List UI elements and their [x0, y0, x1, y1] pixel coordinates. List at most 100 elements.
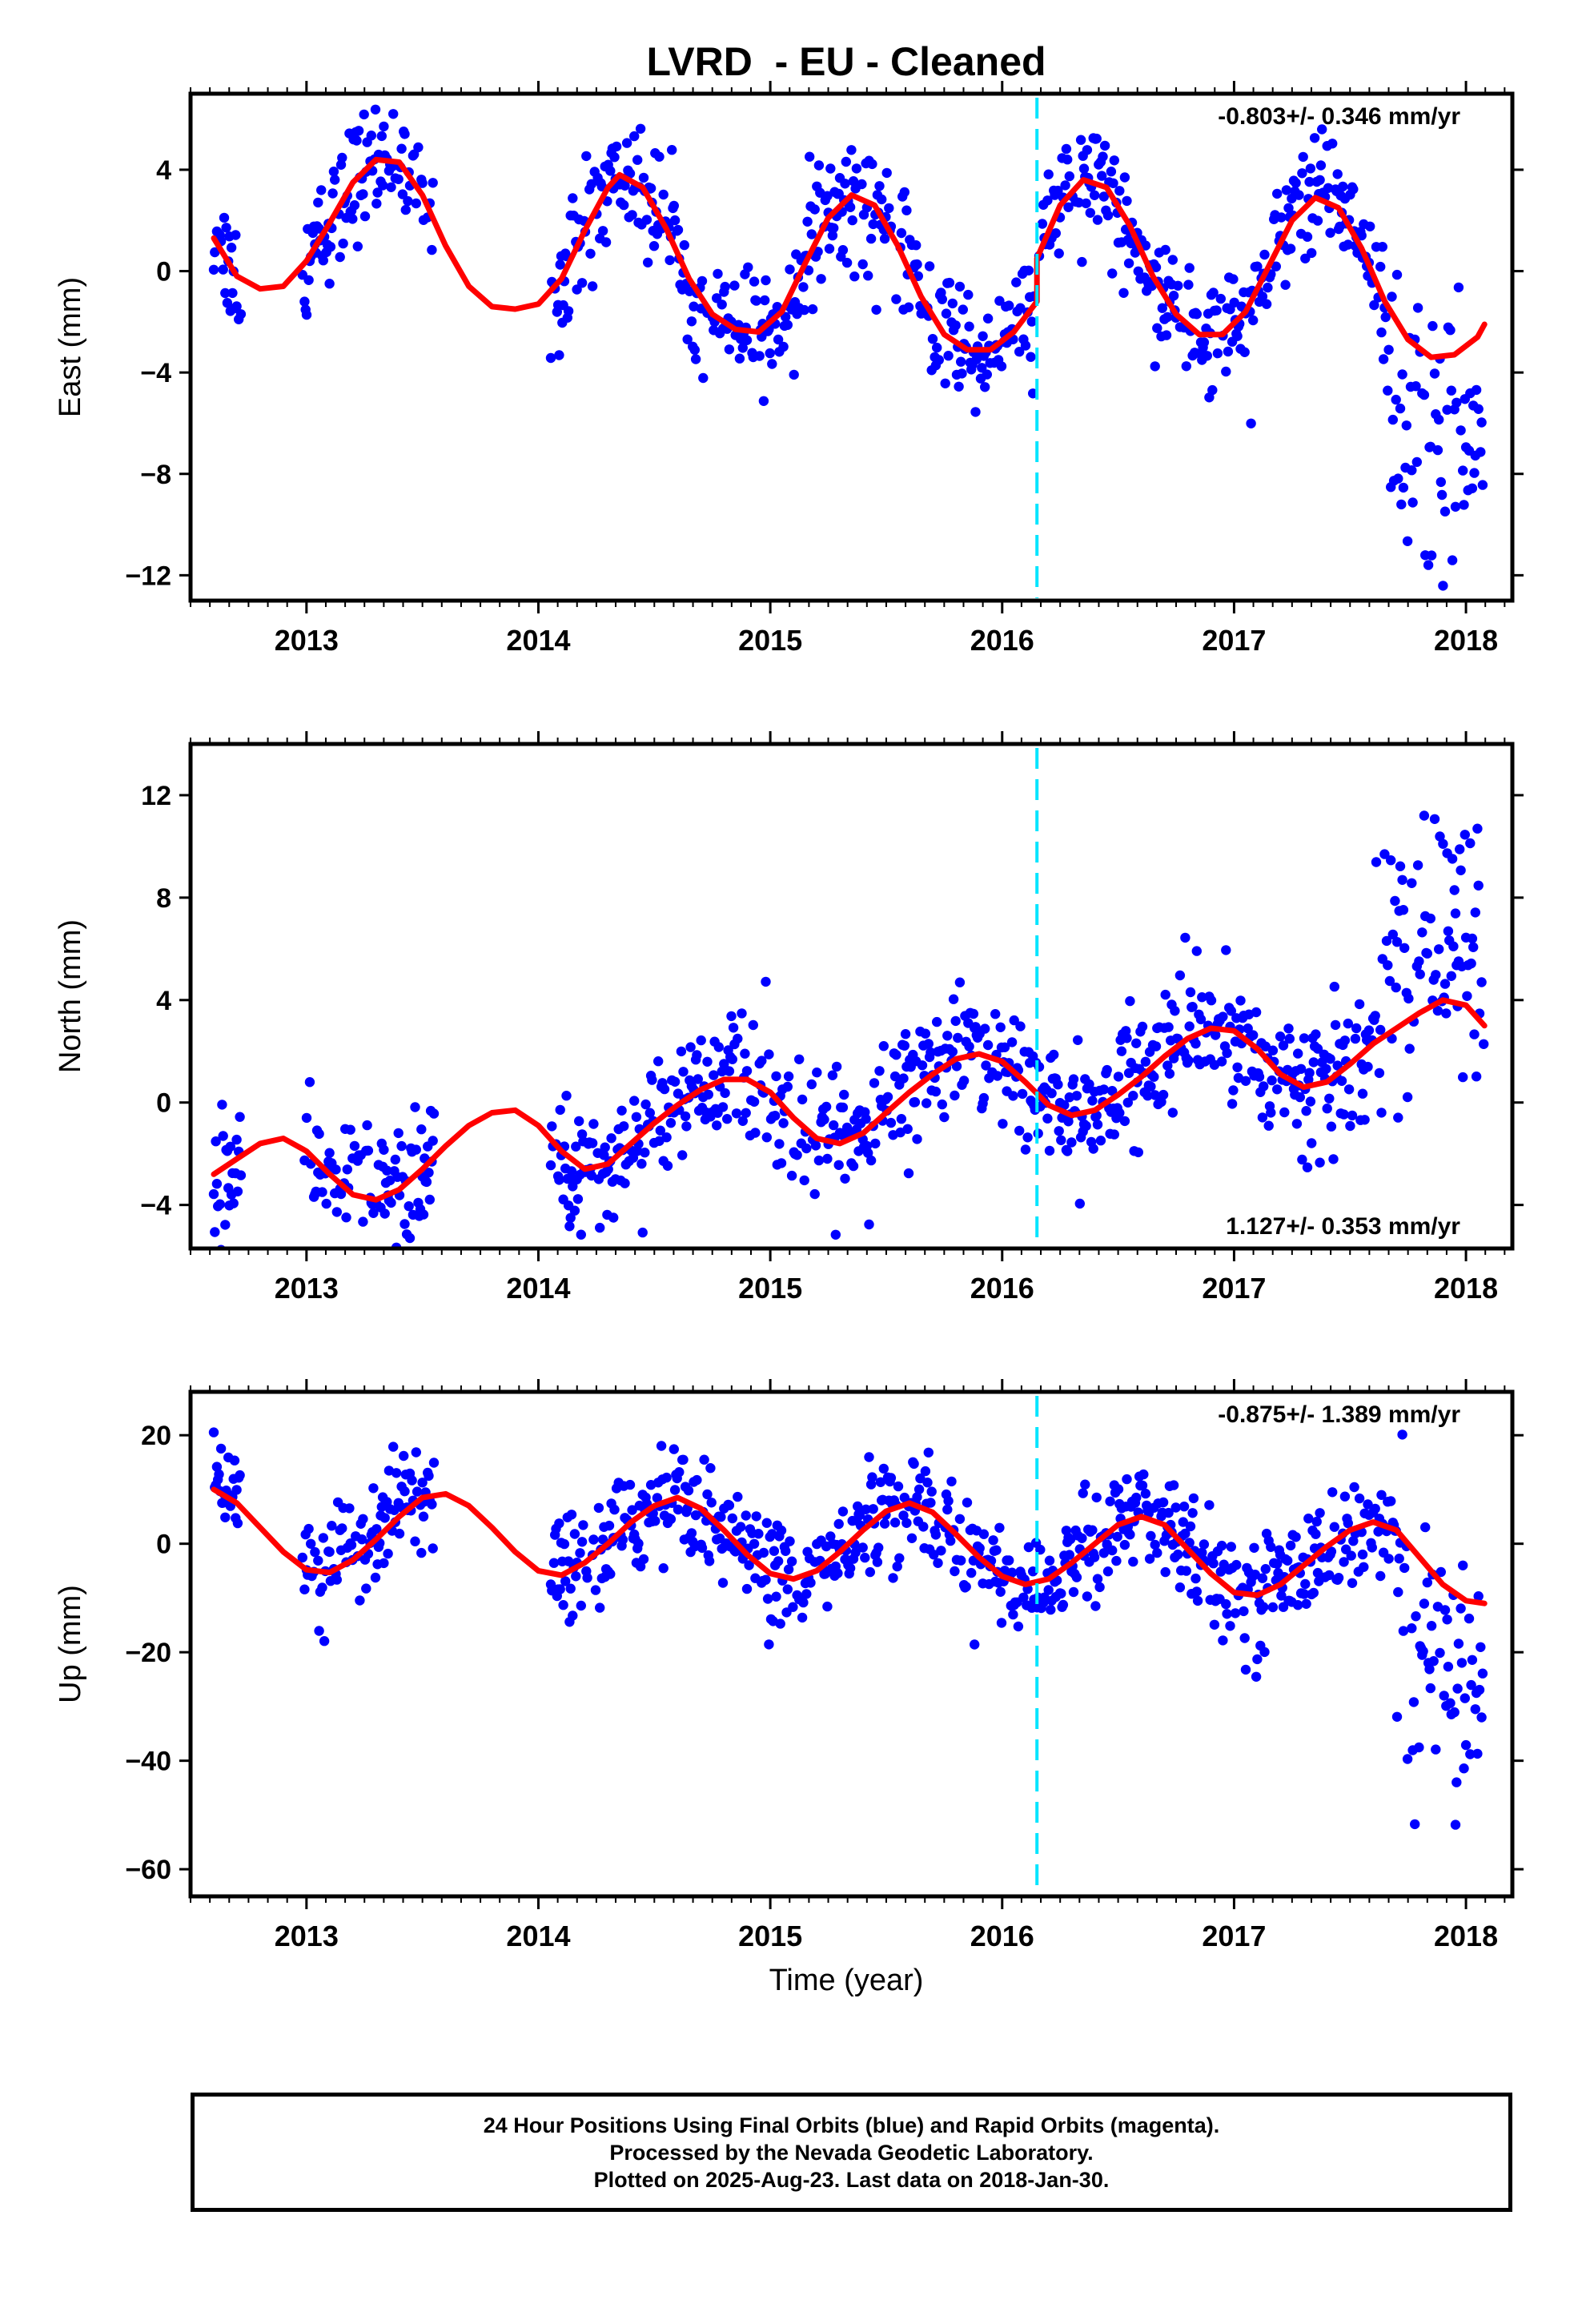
data-point	[648, 241, 660, 251]
data-point	[946, 1535, 956, 1546]
data-point	[957, 368, 967, 379]
data-point	[1074, 197, 1084, 208]
data-point	[1017, 1088, 1028, 1100]
data-point	[974, 1543, 985, 1554]
data-point	[1091, 133, 1102, 144]
y-tick-label: 8	[156, 883, 171, 914]
data-point	[581, 151, 592, 162]
data-point	[673, 224, 684, 235]
data-point	[599, 1150, 609, 1160]
data-point	[1447, 555, 1458, 565]
data-point	[1458, 465, 1468, 476]
data-point	[909, 1458, 919, 1470]
data-point	[211, 1179, 223, 1189]
data-point	[1285, 1540, 1296, 1551]
data-point	[1332, 1060, 1343, 1071]
data-point	[954, 281, 966, 292]
data-point	[891, 294, 901, 304]
data-point	[1073, 1035, 1083, 1046]
data-point	[1442, 404, 1452, 415]
data-point	[903, 1168, 914, 1179]
data-point	[1383, 1554, 1394, 1564]
data-point	[1204, 1500, 1215, 1510]
data-point	[1008, 1091, 1018, 1101]
data-point	[1015, 303, 1026, 313]
data-point	[948, 994, 959, 1004]
data-point	[939, 1112, 950, 1123]
data-point	[722, 1114, 733, 1124]
data-point	[1050, 228, 1062, 239]
data-point	[1062, 1146, 1073, 1156]
data-point	[778, 1118, 789, 1128]
data-point	[870, 1138, 881, 1149]
data-point	[561, 1091, 572, 1101]
data-point	[564, 1221, 575, 1232]
data-point	[781, 1546, 791, 1557]
data-point	[1299, 1033, 1310, 1043]
data-point	[1393, 1586, 1403, 1598]
data-point	[400, 1219, 410, 1229]
data-point	[1058, 1599, 1069, 1610]
data-point	[1378, 354, 1389, 364]
data-point	[303, 1523, 314, 1534]
data-point	[232, 1186, 243, 1197]
data-point	[1312, 215, 1323, 226]
data-point	[1412, 860, 1423, 870]
data-point	[930, 1086, 942, 1097]
data-point	[827, 1070, 838, 1080]
data-point	[1379, 849, 1390, 859]
data-point	[338, 238, 348, 249]
data-point	[1071, 1091, 1082, 1101]
data-point	[1438, 838, 1448, 850]
data-point	[1328, 1154, 1339, 1164]
y-tick-label: −40	[125, 1747, 171, 1777]
data-point	[1397, 369, 1407, 380]
data-point	[837, 245, 849, 255]
data-point	[1199, 1539, 1210, 1550]
data-point	[920, 1466, 931, 1477]
data-point	[565, 1583, 576, 1594]
data-point	[211, 1462, 223, 1472]
data-point	[576, 1600, 586, 1611]
data-point	[1387, 292, 1397, 302]
data-point	[797, 1612, 808, 1623]
data-point	[368, 1483, 379, 1494]
data-point	[611, 141, 622, 152]
data-point	[962, 1498, 973, 1508]
data-point	[1092, 215, 1103, 225]
data-point	[932, 342, 942, 353]
data-point	[788, 1602, 798, 1612]
data-point	[1398, 1626, 1409, 1636]
data-point	[1088, 1144, 1098, 1154]
data-point	[386, 182, 396, 192]
data-point	[1350, 1033, 1361, 1044]
data-point	[1402, 1092, 1413, 1103]
data-point	[393, 1128, 404, 1139]
data-point	[353, 126, 364, 136]
data-point	[1424, 1664, 1435, 1675]
data-point	[1082, 145, 1093, 155]
fit-line	[211, 997, 1488, 1203]
data-point	[1150, 262, 1162, 272]
data-point	[681, 1121, 692, 1132]
data-point	[1397, 1429, 1407, 1440]
data-point	[1363, 1025, 1375, 1035]
data-point	[899, 1040, 910, 1051]
data-point	[736, 1522, 746, 1532]
data-point	[1329, 1522, 1340, 1532]
data-point	[1071, 1572, 1082, 1582]
data-point	[1467, 483, 1478, 493]
data-point	[400, 129, 410, 139]
data-point	[1009, 1015, 1019, 1026]
data-point	[981, 1060, 991, 1071]
data-point	[376, 131, 387, 142]
data-point	[1168, 1480, 1179, 1490]
data-point	[786, 1556, 797, 1566]
data-point	[782, 1584, 793, 1594]
panel-east: −12 −8 −4 0 4 2013 2014 2015 2016 2017 2018 East (m…	[54, 81, 1524, 657]
data-point	[1279, 1107, 1290, 1118]
data-point	[1180, 932, 1191, 943]
data-point	[1447, 854, 1458, 864]
data-point	[1354, 999, 1365, 1010]
data-point	[220, 287, 231, 299]
